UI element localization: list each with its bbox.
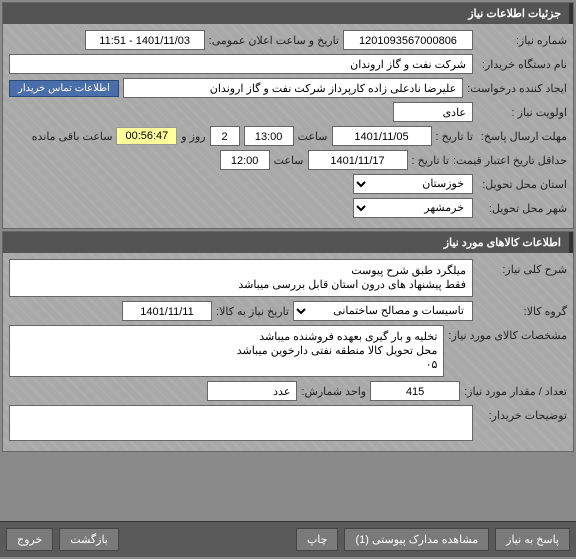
label-buyer: نام دستگاه خریدار: <box>477 58 567 71</box>
field-deadline-time: 13:00 <box>244 126 294 146</box>
need-details-panel: جزئیات اطلاعات نیاز شماره نیاز: 12010935… <box>2 2 574 229</box>
row-priority: اولویت نیاز : عادی <box>9 102 567 122</box>
exit-button[interactable]: خروج <box>6 528 53 551</box>
label-city: شهر محل تحویل: <box>477 202 567 215</box>
field-buyer: شرکت نفت و گاز اروندان <box>9 54 473 74</box>
row-group: گروه کالا: تاسیسات و مصالح ساختمانی تاری… <box>9 301 567 321</box>
label-to-date-2: تا تاریخ : <box>412 154 449 167</box>
row-deadline: مهلت ارسال پاسخ: تا تاریخ : 1401/11/05 س… <box>9 126 567 146</box>
panel-header-1: جزئیات اطلاعات نیاز <box>3 3 573 24</box>
label-province: استان محل تحویل: <box>477 178 567 191</box>
field-timer: 00:56:47 <box>116 127 177 145</box>
label-need-no: شماره نیاز: <box>477 34 567 47</box>
row-province: استان محل تحویل: خوزستان <box>9 174 567 194</box>
label-priority: اولویت نیاز : <box>477 106 567 119</box>
field-unit: عدد <box>207 381 297 401</box>
label-days: روز و <box>181 130 205 143</box>
spec-line2: محل تحویل کالا منطقه نفتی دارخوین میباشد <box>16 344 437 358</box>
row-city: شهر محل تحویل: خرمشهر <box>9 198 567 218</box>
goods-panel: اطلاعات کالاهای مورد نیاز شرح کلی نیاز: … <box>2 231 574 452</box>
select-province[interactable]: خوزستان <box>353 174 473 194</box>
label-qty: تعداد / مقدار مورد نیاز: <box>464 385 567 398</box>
row-creator: ایجاد کننده درخواست: علیرضا نادعلی زاده … <box>9 78 567 98</box>
field-price-date: 1401/11/17 <box>308 150 408 170</box>
label-price-valid: حداقل تاریخ اعتبار قیمت: <box>453 154 567 167</box>
field-spec: تخلیه و بار گیری بعهده فروشنده میباشد مح… <box>9 325 444 377</box>
label-remain: ساعت باقی مانده <box>32 130 113 143</box>
field-deadline-date: 1401/11/05 <box>332 126 432 146</box>
respond-button[interactable]: پاسخ به نیاز <box>495 528 570 551</box>
field-creator: علیرضا نادعلی زاده کارپرداز شرکت نفت و گ… <box>123 78 463 98</box>
label-need-date: تاریخ نیاز به کالا: <box>216 305 289 318</box>
label-spec: مشخصات کالای مورد نیاز: <box>448 325 567 342</box>
select-group[interactable]: تاسیسات و مصالح ساختمانی <box>293 301 473 321</box>
label-unit: واحد شمارش: <box>301 385 366 398</box>
field-price-time: 12:00 <box>220 150 270 170</box>
panel-header-2: اطلاعات کالاهای مورد نیاز <box>3 232 573 253</box>
spec-line3: ۰۵ <box>16 358 437 372</box>
field-qty: 415 <box>370 381 460 401</box>
label-deadline: مهلت ارسال پاسخ: <box>477 130 567 143</box>
label-group: گروه کالا: <box>477 305 567 318</box>
field-desc: میلگرد طبق شرح پیوست فقط پیشنهاد های درو… <box>9 259 473 297</box>
attachments-button[interactable]: مشاهده مدارک پیوستی (1) <box>344 528 489 551</box>
spec-line1: تخلیه و بار گیری بعهده فروشنده میباشد <box>16 330 437 344</box>
row-notes: توضیحات خریدار: <box>9 405 567 441</box>
row-desc: شرح کلی نیاز: میلگرد طبق شرح پیوست فقط پ… <box>9 259 567 297</box>
field-priority: عادی <box>393 102 473 122</box>
label-creator: ایجاد کننده درخواست: <box>467 82 567 95</box>
label-pubdate: تاریخ و ساعت اعلان عمومی: <box>209 34 339 47</box>
print-button[interactable]: چاپ <box>296 528 339 551</box>
back-button[interactable]: بازگشت <box>59 528 119 551</box>
footer-bar: پاسخ به نیاز مشاهده مدارک پیوستی (1) چاپ… <box>0 521 576 557</box>
select-city[interactable]: خرمشهر <box>353 198 473 218</box>
field-days: 2 <box>210 126 240 146</box>
desc-line1: میلگرد طبق شرح پیوست <box>16 264 466 278</box>
field-need-date: 1401/11/11 <box>122 301 212 321</box>
desc-line2: فقط پیشنهاد های درون استان قابل بررسی می… <box>16 278 466 292</box>
row-buyer: نام دستگاه خریدار: شرکت نفت و گاز اروندا… <box>9 54 567 74</box>
row-qty: تعداد / مقدار مورد نیاز: 415 واحد شمارش:… <box>9 381 567 401</box>
row-price-validity: حداقل تاریخ اعتبار قیمت: تا تاریخ : 1401… <box>9 150 567 170</box>
row-spec: مشخصات کالای مورد نیاز: تخلیه و بار گیری… <box>9 325 567 377</box>
field-pubdate: 1401/11/03 - 11:51 <box>85 30 205 50</box>
label-to-date-1: تا تاریخ : <box>436 130 473 143</box>
label-desc: شرح کلی نیاز: <box>477 259 567 276</box>
contact-buyer-button[interactable]: اطلاعات تماس خریدار <box>9 80 119 97</box>
label-time-2: ساعت <box>274 154 304 167</box>
label-time-1: ساعت <box>298 130 328 143</box>
label-notes: توضیحات خریدار: <box>477 405 567 422</box>
field-notes <box>9 405 473 441</box>
row-need-number: شماره نیاز: 1201093567000806 تاریخ و ساع… <box>9 30 567 50</box>
field-need-no: 1201093567000806 <box>343 30 473 50</box>
